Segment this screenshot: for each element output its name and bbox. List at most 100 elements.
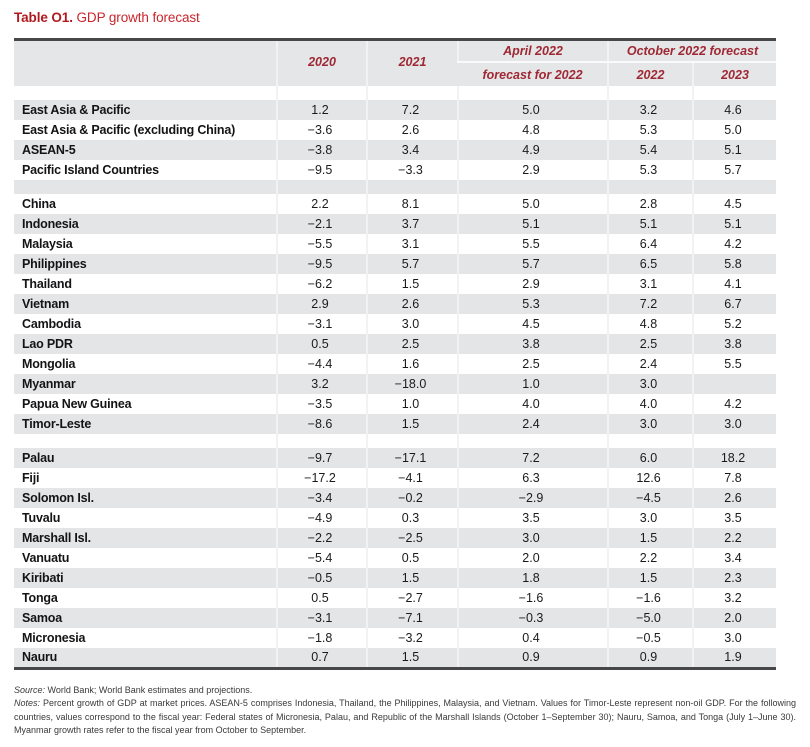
cell-oct-2023: 5.0	[692, 120, 776, 140]
cell-2021: −0.2	[366, 488, 458, 508]
cell-april-2022: −1.6	[457, 588, 608, 608]
cell-oct-2023: 3.5	[692, 508, 776, 528]
cell-april-2022: 5.0	[457, 194, 608, 214]
cell-oct-2022: 4.8	[607, 314, 693, 334]
spacer-row	[14, 180, 776, 194]
cell-oct-2023: 4.1	[692, 274, 776, 294]
source-text: World Bank; World Bank estimates and pro…	[45, 684, 253, 695]
cell-2020: 3.2	[276, 374, 367, 394]
cell-oct-2022: −0.5	[607, 628, 693, 648]
row-label: Micronesia	[22, 631, 86, 645]
cell-2021: 0.5	[366, 548, 458, 568]
cell-oct-2022: 3.0	[607, 414, 693, 434]
cell-oct-2022: 6.4	[607, 234, 693, 254]
cell-april-2022: 5.7	[457, 254, 608, 274]
cell-april-2022: 6.3	[457, 468, 608, 488]
cell-oct-2022: 0.9	[607, 648, 693, 668]
cell-oct-2023	[692, 374, 776, 394]
cell-oct-2022: −4.5	[607, 488, 693, 508]
cell-2020: −3.5	[276, 394, 367, 414]
row-label: Solomon Isl.	[14, 488, 277, 508]
cell-2021: 1.6	[366, 354, 458, 374]
header-col-2021: 2021	[366, 39, 458, 86]
table-row: Tuvalu −4.9 0.3 3.5 3.0 3.5	[14, 508, 776, 528]
table-row: Tonga 0.5 −2.7 −1.6 −1.6 3.2	[14, 588, 776, 608]
cell-2020: −2.1	[276, 214, 367, 234]
table-row: Fiji −17.2 −4.1 6.3 12.6 7.8	[14, 468, 776, 488]
row-label: Vanuatu	[22, 551, 70, 565]
cell-oct-2023	[692, 86, 776, 100]
cell-april-2022	[457, 434, 608, 448]
cell-oct-2023	[692, 180, 776, 194]
row-label: Tuvalu	[22, 511, 61, 525]
row-label: Samoa	[14, 608, 277, 628]
table-row: Marshall Isl. −2.2 −2.5 3.0 1.5 2.2	[14, 528, 776, 548]
table-body: East Asia & Pacific 1.2 7.2 5.0 3.2 4.6 …	[14, 86, 776, 668]
row-label: Vietnam	[14, 294, 277, 314]
notes-text: Percent growth of GDP at market prices. …	[14, 698, 796, 735]
row-label	[14, 86, 277, 100]
cell-2021: −2.5	[366, 528, 458, 548]
cell-oct-2022: 4.0	[607, 394, 693, 414]
cell-2021: 0.3	[366, 508, 458, 528]
table-row: Kiribati −0.5 1.5 1.8 1.5 2.3	[14, 568, 776, 588]
cell-oct-2023: 3.4	[692, 548, 776, 568]
cell-oct-2022: 2.4	[607, 354, 693, 374]
cell-april-2022: −0.3	[457, 608, 608, 628]
cell-2021: 3.1	[366, 234, 458, 254]
row-label: Myanmar	[14, 374, 277, 394]
cell-2021: 3.4	[366, 140, 458, 160]
table-row: Vanuatu −5.4 0.5 2.0 2.2 3.4	[14, 548, 776, 568]
row-label	[14, 434, 277, 448]
row-label: East Asia & Pacific	[14, 100, 277, 120]
cell-oct-2023: 6.7	[692, 294, 776, 314]
row-label: Pacific Island Countries	[22, 163, 159, 177]
header-col-2020: 2020	[276, 39, 367, 86]
cell-oct-2023: 3.8	[692, 334, 776, 354]
cell-april-2022: 2.9	[457, 160, 608, 180]
row-label: Nauru	[14, 648, 277, 668]
table-row: ASEAN-5 −3.8 3.4 4.9 5.4 5.1	[14, 140, 776, 160]
cell-oct-2022	[607, 434, 693, 448]
source-label: Source:	[14, 684, 46, 695]
cell-2021: −4.1	[366, 468, 458, 488]
cell-april-2022: 0.4	[457, 628, 608, 648]
cell-oct-2023: 5.1	[692, 214, 776, 234]
footnotes: Source: World Bank; World Bank estimates…	[14, 684, 796, 738]
table-row: Lao PDR 0.5 2.5 3.8 2.5 3.8	[14, 334, 776, 354]
cell-2020: 2.9	[276, 294, 367, 314]
cell-2021: 1.5	[366, 648, 458, 668]
cell-oct-2022: 3.2	[607, 100, 693, 120]
cell-2021: 2.6	[366, 120, 458, 140]
cell-oct-2023: 5.5	[692, 354, 776, 374]
cell-2020: −8.6	[276, 414, 367, 434]
header-row-bottom: forecast for 2022 2022 2023	[14, 62, 776, 86]
table-row: Samoa −3.1 −7.1 −0.3 −5.0 2.0	[14, 608, 776, 628]
cell-april-2022: 5.3	[457, 294, 608, 314]
cell-oct-2022: 5.3	[607, 120, 693, 140]
row-label: Marshall Isl.	[14, 528, 277, 548]
cell-2021: 3.0	[366, 314, 458, 334]
table-row: Solomon Isl. −3.4 −0.2 −2.9 −4.5 2.6	[14, 488, 776, 508]
cell-2020: −3.8	[276, 140, 367, 160]
cell-2021: 5.7	[366, 254, 458, 274]
cell-2021: −2.7	[366, 588, 458, 608]
cell-2020: −5.4	[276, 548, 367, 568]
cell-april-2022: 2.0	[457, 548, 608, 568]
row-label: Kiribati	[14, 568, 277, 588]
cell-oct-2023: 3.0	[692, 414, 776, 434]
cell-oct-2023: 2.3	[692, 568, 776, 588]
cell-oct-2022: −5.0	[607, 608, 693, 628]
table-row: Mongolia −4.4 1.6 2.5 2.4 5.5	[14, 354, 776, 374]
cell-oct-2022: 5.1	[607, 214, 693, 234]
cell-april-2022: 5.1	[457, 214, 608, 234]
table-row: Philippines −9.5 5.7 5.7 6.5 5.8	[14, 254, 776, 274]
cell-oct-2023: 2.0	[692, 608, 776, 628]
source-note: Source: World Bank; World Bank estimates…	[14, 684, 796, 698]
cell-oct-2022: 5.4	[607, 140, 693, 160]
notes-note: Notes: Percent growth of GDP at market p…	[14, 697, 796, 738]
cell-oct-2022: −1.6	[607, 588, 693, 608]
cell-april-2022: 7.2	[457, 448, 608, 468]
cell-2020: −9.5	[276, 160, 367, 180]
cell-april-2022: 0.9	[457, 648, 608, 668]
